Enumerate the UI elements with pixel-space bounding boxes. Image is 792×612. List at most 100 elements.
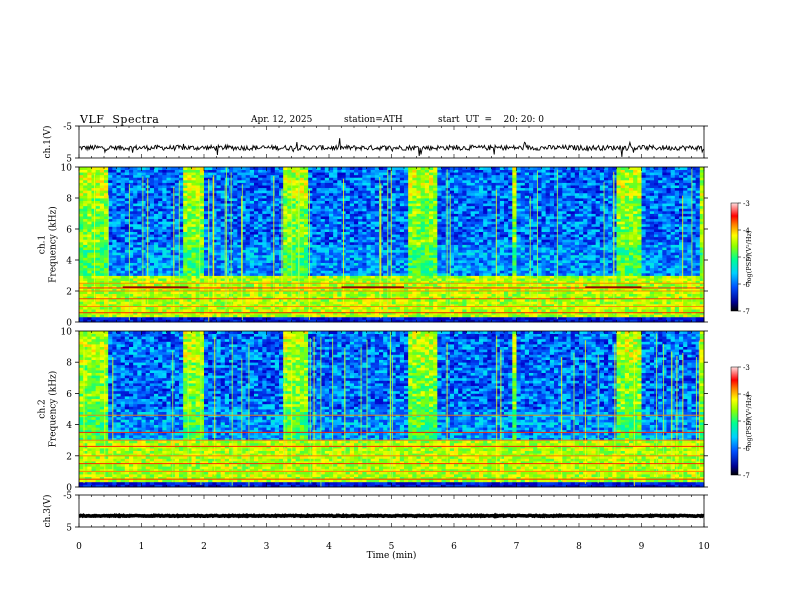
spectro-cell [258,275,263,279]
spectro-cell [99,177,105,181]
spectro-cell [99,221,105,225]
spectro-cell [254,187,259,191]
spectro-cell [179,249,184,253]
spectro-cell [79,182,84,186]
spectro-cell [408,262,413,266]
spectro-cell [316,187,322,191]
spectro-cell [212,303,217,307]
spectro-cell [308,280,313,284]
spectro-cell [304,306,309,310]
spectro-cell [383,236,388,240]
spectro-cell [166,260,172,263]
spectro-cell [283,167,288,170]
spectro-cell [104,319,109,323]
spectro-cell [395,223,401,227]
spectro-cell [412,306,417,310]
spectro-cell [220,293,226,297]
spectro-cell [374,231,380,235]
spectro-cell [404,272,409,276]
spectro-cell [395,182,401,186]
spectro-cell [220,195,226,199]
spectro-cell [374,210,380,214]
spectro-cell [174,254,180,258]
spectro-cell [120,265,126,269]
spectro-cell [208,203,213,207]
spectro-cell [191,210,197,214]
spectro-cell [99,298,105,302]
spectro-cell [287,172,292,176]
spectro-cell [162,213,167,217]
spectro-cell [162,195,167,199]
spectro-cell [95,231,101,235]
spectro-cell [316,234,322,238]
spectro-cell [91,270,97,274]
spectro-cell [137,296,142,300]
spectro-cell [416,272,422,276]
spectro-cell [220,205,226,209]
spectro-cell [112,216,117,220]
spectro-cell [262,226,267,230]
spectro-cell [374,192,380,196]
spectro-cell [95,174,101,178]
spectro-cell [120,174,126,178]
spectro-cell [283,301,288,305]
waveform-line [78,138,705,157]
spectro-cell [308,218,313,222]
spectro-cell [204,285,209,289]
spectro-cell [229,309,234,313]
spectro-cell [258,278,263,282]
spectro-cell [295,244,301,248]
spectro-cell [174,223,180,227]
spectro-cell [158,187,163,191]
spectro-cell [308,293,313,297]
spectro-cell [154,210,159,214]
spectro-cell [258,174,263,178]
spectro-cell [79,241,84,245]
spectro-cell [320,208,326,212]
spectro-cell [287,270,292,274]
spectro-cell [370,262,376,266]
spectro-cell [312,288,317,292]
spectro-cell [337,260,342,263]
spectro-cell [391,278,397,282]
spectro-cell [412,254,417,258]
spectro-cell [270,254,276,258]
spectro-cell [287,301,292,305]
spectro-cell [183,177,188,181]
spectro-cell [283,182,288,186]
spectro-cell [266,226,272,230]
spectro-cell [99,275,105,279]
spectro-cell [133,293,138,297]
spectro-cell [362,280,367,284]
spectro-cell [183,226,188,230]
spectro-cell [274,192,280,196]
spectro-cell [124,169,130,173]
spectro-cell [308,291,313,294]
spectro-cell [241,221,247,225]
spectro-cell [345,229,351,232]
spectro-cell [291,298,297,302]
spectro-cell [95,169,101,173]
spectro-cell [349,244,355,248]
spectro-cell [312,234,317,238]
spectro-cell [312,210,317,214]
spectro-cell [270,262,276,266]
spectro-cell [216,174,222,178]
spectro-cell [329,185,334,189]
spectro-cell [320,223,326,227]
spectro-cell [174,260,180,263]
spectro-cell [249,185,255,189]
spectro-cell [345,298,351,302]
spectro-cell [120,309,126,313]
spectro-cell [91,309,97,313]
spectro-cell [337,216,342,220]
spectro-cell [233,291,238,294]
spectro-cell [220,316,226,320]
spectro-cell [137,177,142,181]
spectro-cell [220,177,226,181]
spectro-cell [279,179,284,183]
spectro-cell [258,316,263,320]
spectro-cell [170,316,176,320]
spectro-cell [162,192,167,196]
spectro-cell [312,192,317,196]
